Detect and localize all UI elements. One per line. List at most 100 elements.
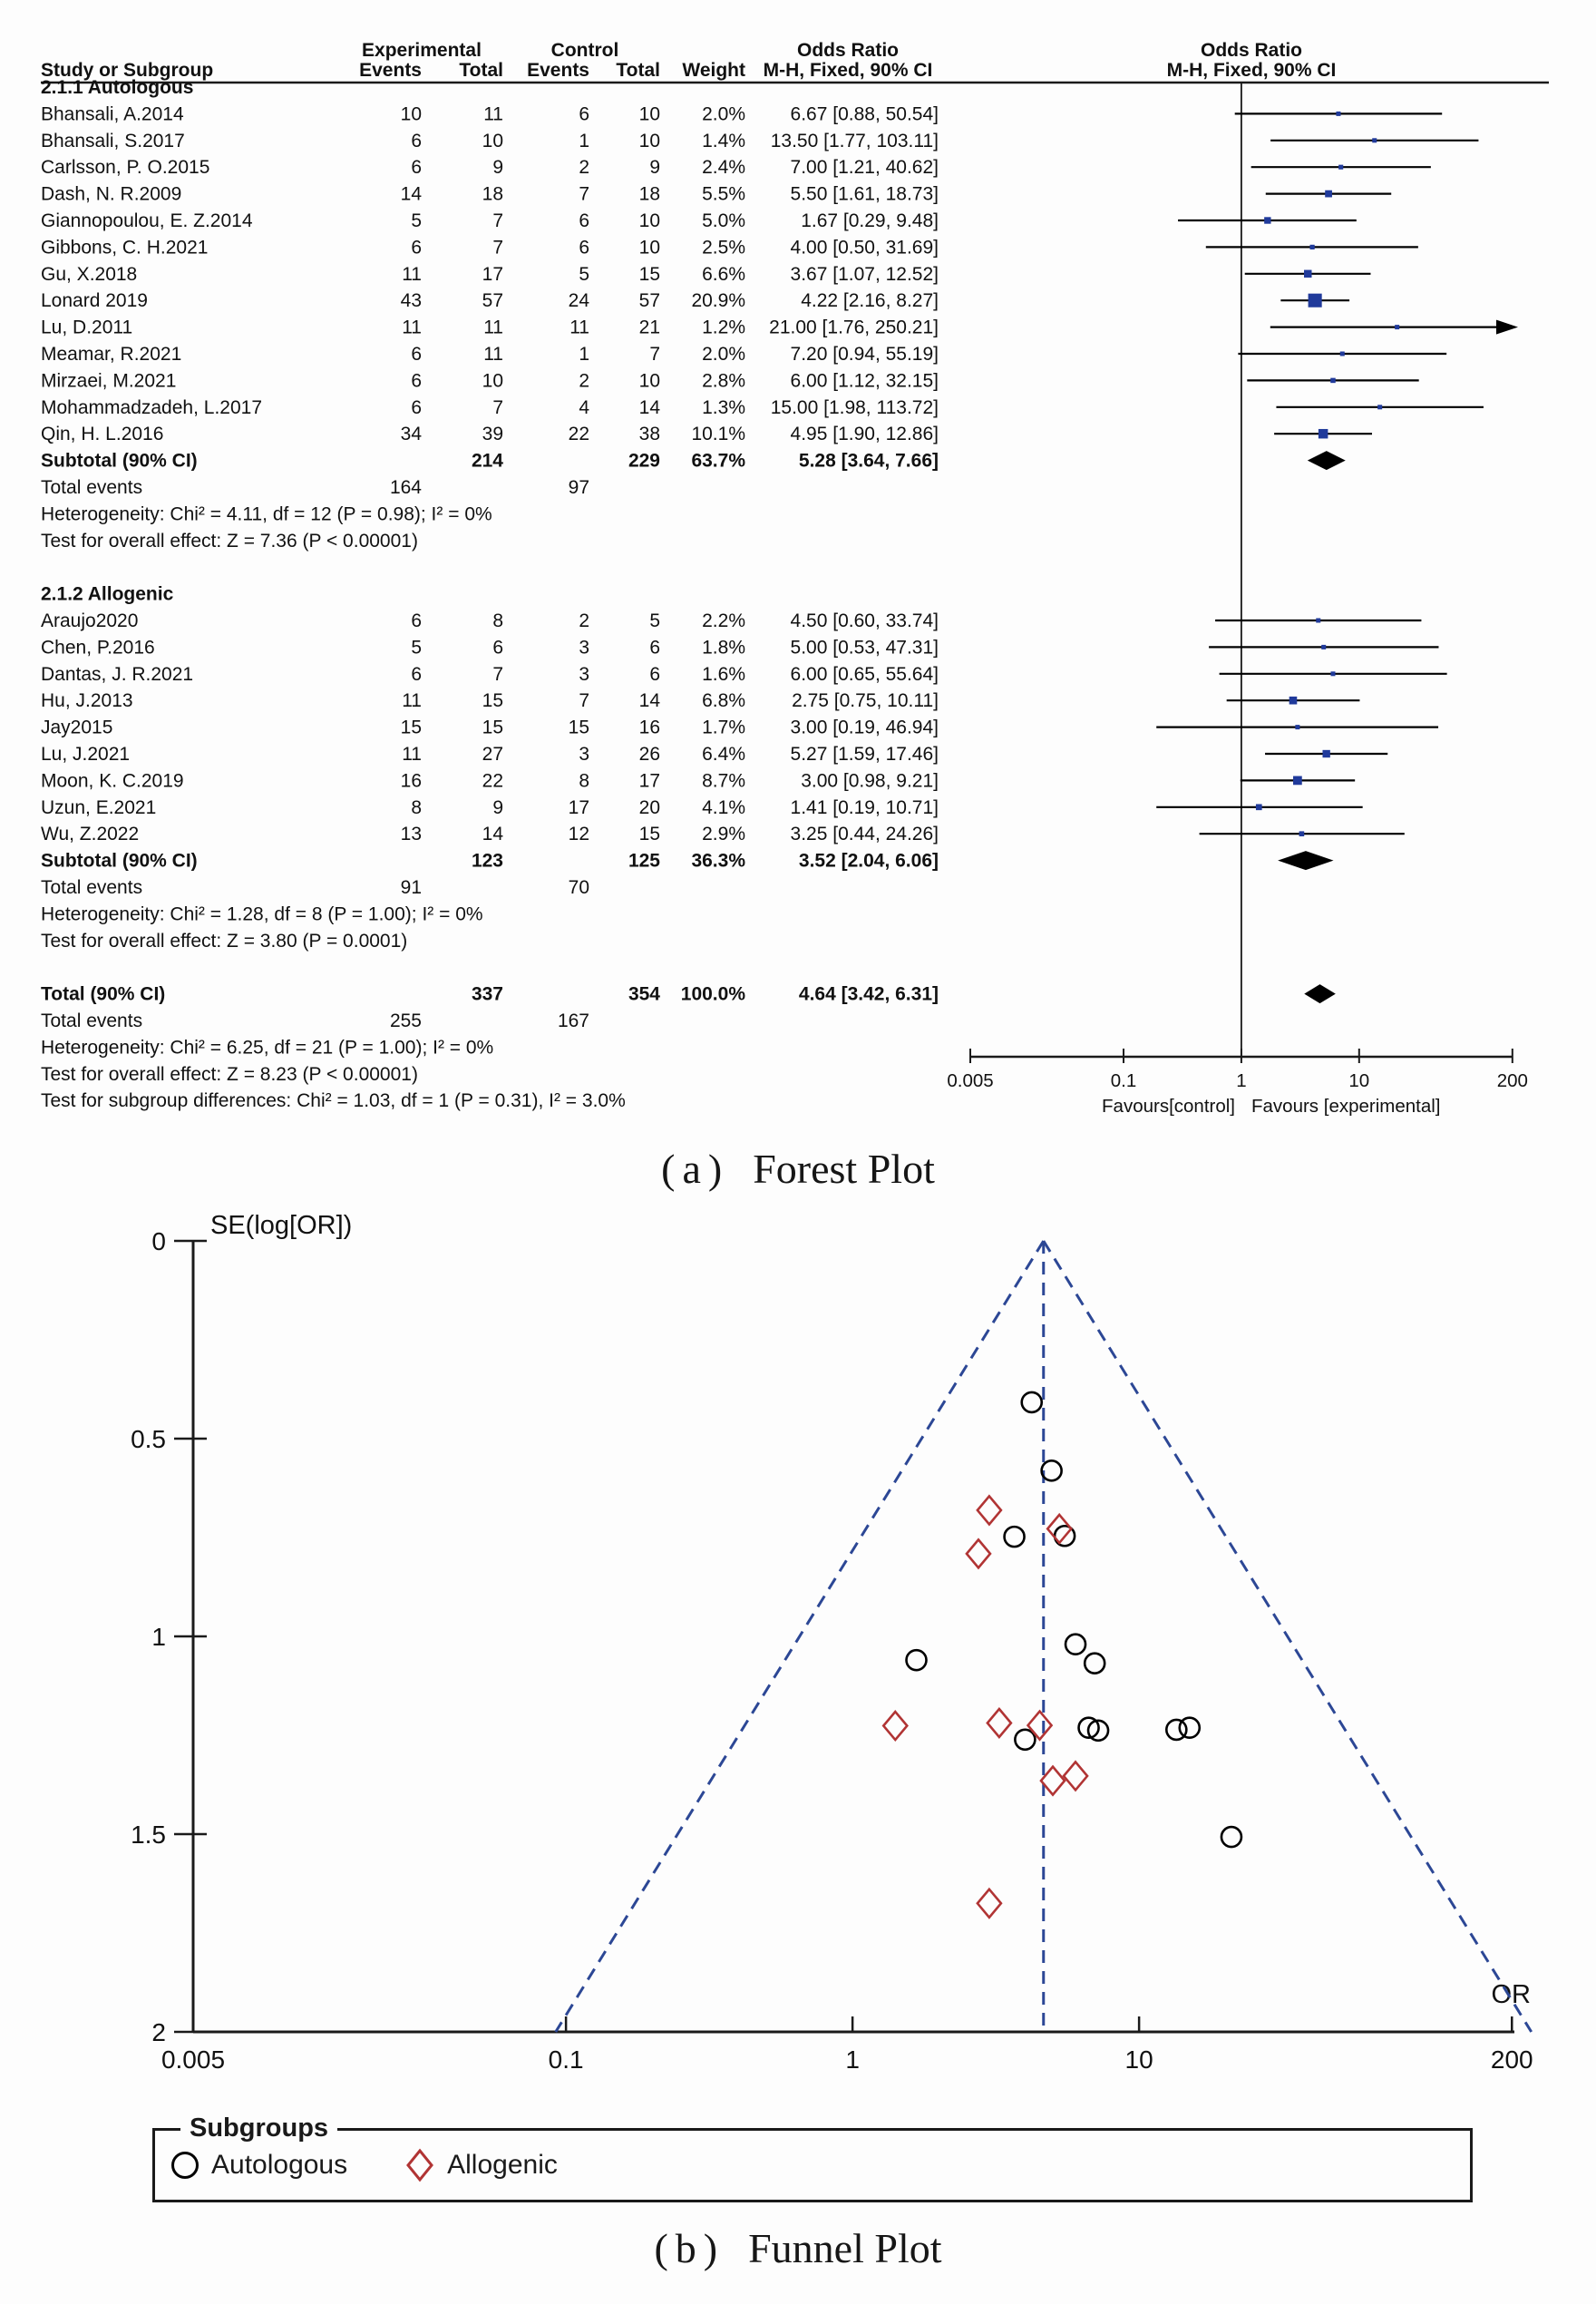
or-ci: 3.52 [2.04, 6.06] [799, 851, 939, 872]
study-name: Dash, N. R.2009 [41, 184, 181, 205]
total-events-label: Total events [41, 1010, 142, 1031]
ctl-total: 26 [639, 744, 660, 765]
weight: 1.6% [702, 664, 745, 685]
ctl-total: 18 [639, 184, 660, 205]
y-tick-label: 0 [151, 1227, 166, 1255]
exp-events: 6 [411, 157, 422, 178]
study-point-circle [1014, 1728, 1036, 1752]
pooled-diamond [1304, 984, 1336, 1004]
ctl-total: 9 [649, 157, 660, 178]
effect-square [1299, 831, 1305, 837]
weight: 1.4% [702, 131, 745, 151]
caption-forest-plot: (a) Forest Plot [0, 1145, 1596, 1193]
pooled-diamond [1278, 851, 1334, 871]
ctl-events: 8 [579, 770, 589, 791]
or-ci: 5.00 [0.53, 47.31] [791, 637, 939, 658]
effect-square [1336, 111, 1341, 116]
exp-total: 7 [492, 664, 503, 685]
study-point-circle [1020, 1391, 1044, 1414]
study-point-diamond [1046, 1512, 1073, 1545]
ctl-events: 22 [569, 424, 589, 444]
ctl-total: 10 [639, 237, 660, 258]
or-ci: 3.00 [0.19, 46.94] [791, 718, 939, 738]
study-point-diamond [1026, 1709, 1054, 1742]
ctl-events: 6 [579, 103, 589, 124]
or-ci: 6.00 [0.65, 55.64] [791, 664, 939, 685]
method-header-right: M-H, Fixed, 90% CI [1167, 60, 1337, 81]
col-total-ctl: Total [616, 60, 660, 81]
exp-total: 11 [483, 344, 503, 365]
exp-total: 6 [492, 637, 503, 658]
total-events-ctl: 97 [569, 477, 589, 498]
ctl-total: 57 [639, 290, 660, 311]
y-tick-label: 0.5 [131, 1425, 166, 1453]
overall-effect-text: Test for overall effect: Z = 7.36 (P < 0… [41, 531, 418, 552]
ctl-total: 15 [639, 824, 660, 844]
ctl-total: 10 [639, 131, 660, 151]
y-axis-title: SE(log[OR]) [210, 1211, 352, 1240]
exp-events: 15 [401, 718, 422, 738]
x-tick-label: 0.1 [549, 2045, 584, 2074]
study-name: Gu, X.2018 [41, 264, 137, 285]
subgroup-title: 2.1.1 Autologous [41, 77, 193, 98]
x-tick-label: 200 [1497, 1070, 1528, 1091]
weight: 63.7% [691, 451, 745, 472]
exp-events: 8 [411, 797, 422, 818]
ctl-total: 10 [639, 103, 660, 124]
ctl-total: 354 [628, 984, 660, 1005]
forest-plot: Experimental Control Odds Ratio Odds Ratio S… [41, 40, 1549, 1117]
total-events-ctl: 167 [558, 1010, 589, 1031]
caption-b-text: Funnel Plot [748, 2225, 942, 2271]
or-ci: 1.67 [0.29, 9.48] [801, 210, 939, 231]
col-group-experimental: Experimental [362, 40, 482, 61]
study-name: Lu, J.2021 [41, 744, 130, 765]
ctl-events: 3 [579, 744, 589, 765]
study-name: Wu, Z.2022 [41, 824, 139, 844]
exp-total: 7 [492, 210, 503, 231]
weight: 5.0% [702, 210, 745, 231]
weight: 2.9% [702, 824, 745, 844]
exp-events: 6 [411, 344, 422, 365]
exp-total: 57 [482, 290, 503, 311]
ctl-total: 125 [628, 851, 660, 872]
ctl-total: 5 [649, 610, 660, 631]
study-point-circle [1077, 1716, 1100, 1740]
study-name: Uzun, E.2021 [41, 797, 156, 818]
or-ci: 4.50 [0.60, 33.74] [791, 610, 939, 631]
ctl-total: 20 [639, 797, 660, 818]
or-ci: 15.00 [1.98, 113.72] [771, 397, 939, 418]
weight: 2.8% [702, 370, 745, 391]
x-tick-label: 1 [845, 2045, 860, 2074]
favours-experimental-label: Favours [experimental] [1251, 1096, 1441, 1117]
legend-title: Subgroups [180, 2114, 338, 2143]
exp-events: 10 [401, 103, 422, 124]
exp-events: 13 [401, 824, 422, 844]
legend-item-autologous: Autologous [171, 2150, 347, 2181]
ctl-events: 11 [569, 317, 589, 338]
exp-events: 5 [411, 637, 422, 658]
total-events-exp: 91 [401, 877, 422, 898]
ctl-events: 15 [569, 718, 589, 738]
heterogeneity-text: Heterogeneity: Chi² = 4.11, df = 12 (P =… [41, 503, 492, 524]
y-tick-label: 1 [151, 1623, 166, 1651]
ci-arrow [1496, 319, 1518, 335]
heterogeneity-text: Heterogeneity: Chi² = 6.25, df = 21 (P =… [41, 1037, 493, 1058]
col-events-exp: Events [359, 60, 422, 81]
or-ci: 4.00 [0.50, 31.69] [791, 237, 939, 258]
effect-square [1372, 138, 1377, 143]
ctl-events: 2 [579, 610, 589, 631]
weight: 10.1% [691, 424, 745, 444]
or-ci: 2.75 [0.75, 10.11] [792, 690, 939, 711]
ctl-events: 6 [579, 237, 589, 258]
funnel-right-line [1042, 1240, 1533, 2033]
weight: 5.5% [702, 184, 745, 205]
weight: 6.4% [702, 744, 745, 765]
effect-square [1321, 644, 1327, 649]
col-study: Study or Subgroup [41, 60, 213, 81]
study-point-circle [1064, 1633, 1087, 1656]
ctl-total: 15 [639, 264, 660, 285]
exp-events: 11 [402, 317, 422, 338]
weight: 8.7% [702, 770, 745, 791]
study-point-circle [1165, 1718, 1188, 1742]
effect-square [1330, 377, 1336, 384]
